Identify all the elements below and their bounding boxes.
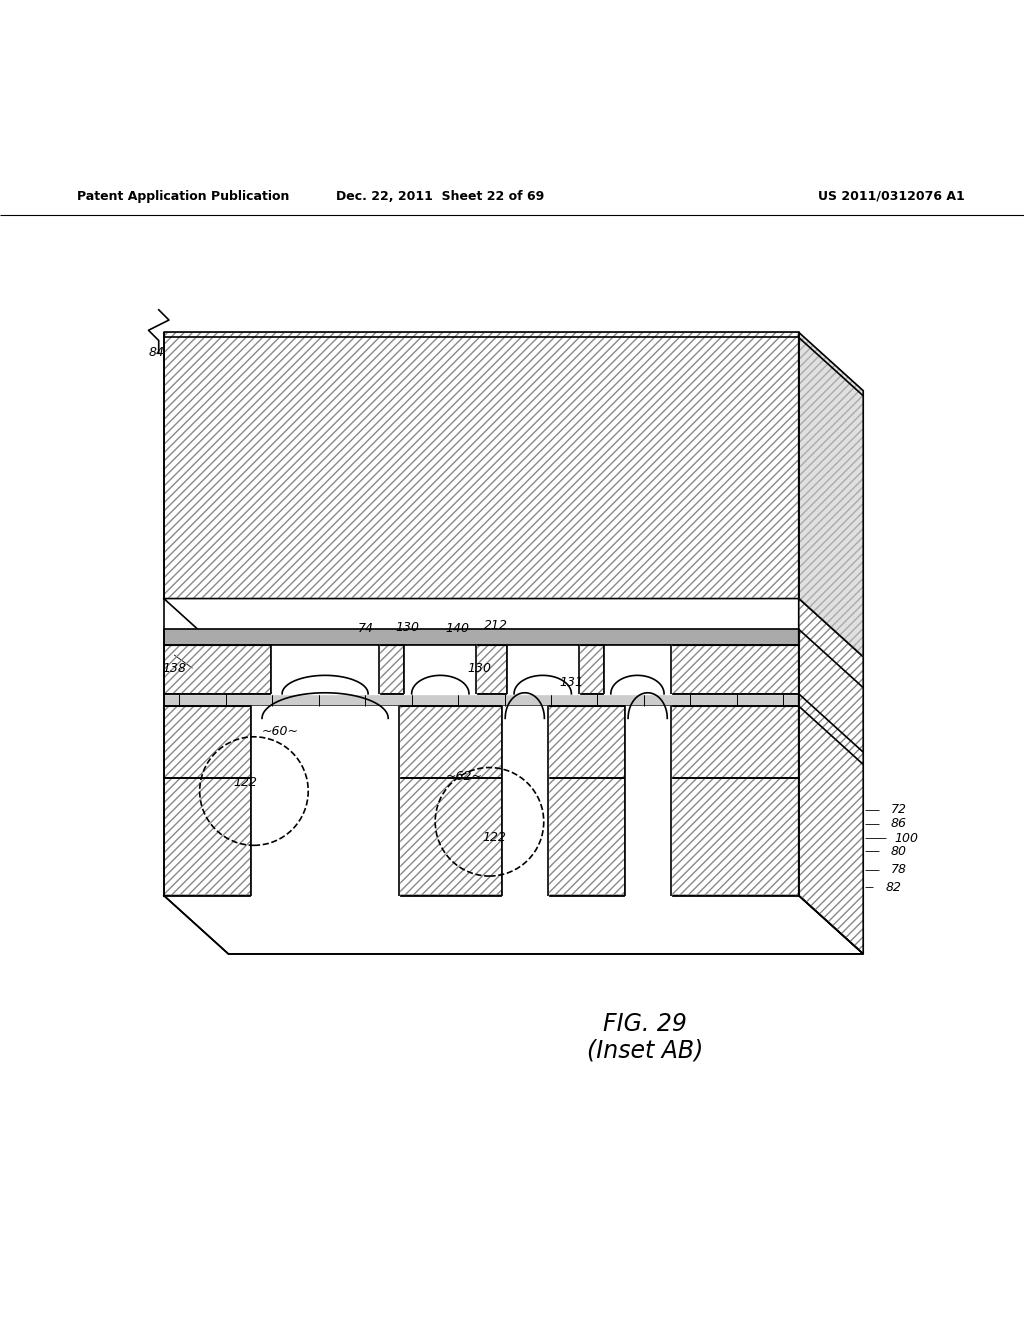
Text: 140: 140 <box>445 622 470 635</box>
Text: 122: 122 <box>482 830 507 843</box>
Text: 212: 212 <box>483 619 508 632</box>
Polygon shape <box>379 644 404 694</box>
Polygon shape <box>164 706 251 777</box>
Polygon shape <box>476 644 507 694</box>
Polygon shape <box>164 777 251 895</box>
Polygon shape <box>799 333 863 657</box>
Text: 130: 130 <box>395 620 420 634</box>
Text: 72: 72 <box>891 803 907 816</box>
Polygon shape <box>604 644 671 694</box>
Polygon shape <box>548 706 625 777</box>
Polygon shape <box>507 644 579 694</box>
Polygon shape <box>164 644 271 694</box>
Polygon shape <box>271 644 379 694</box>
Text: Dec. 22, 2011  Sheet 22 of 69: Dec. 22, 2011 Sheet 22 of 69 <box>336 190 545 203</box>
Text: ~60~: ~60~ <box>262 725 299 738</box>
Text: Patent Application Publication: Patent Application Publication <box>77 190 289 203</box>
Text: US 2011/0312076 A1: US 2011/0312076 A1 <box>817 190 965 203</box>
Polygon shape <box>399 777 502 895</box>
Polygon shape <box>579 644 604 694</box>
Text: ~62~: ~62~ <box>445 771 482 783</box>
Text: 78: 78 <box>891 863 907 876</box>
Polygon shape <box>404 644 476 694</box>
Polygon shape <box>164 630 799 644</box>
Text: 80: 80 <box>891 845 907 858</box>
Text: 84: 84 <box>148 346 165 359</box>
Polygon shape <box>671 777 799 895</box>
Text: (Inset AB): (Inset AB) <box>587 1039 703 1063</box>
Polygon shape <box>671 644 799 694</box>
Text: 82: 82 <box>886 880 902 894</box>
Text: 138: 138 <box>162 661 186 675</box>
Polygon shape <box>164 895 863 954</box>
Polygon shape <box>164 694 799 706</box>
Polygon shape <box>164 333 799 598</box>
Text: 131: 131 <box>559 676 584 689</box>
Polygon shape <box>502 777 548 895</box>
Polygon shape <box>625 777 671 895</box>
Text: 86: 86 <box>891 817 907 830</box>
Polygon shape <box>548 777 625 895</box>
Polygon shape <box>399 706 502 777</box>
Polygon shape <box>251 706 399 777</box>
Polygon shape <box>799 598 863 954</box>
Text: 130: 130 <box>467 661 492 675</box>
Polygon shape <box>251 777 399 895</box>
Polygon shape <box>164 598 863 657</box>
Text: 100: 100 <box>894 832 919 845</box>
Polygon shape <box>671 706 799 777</box>
Polygon shape <box>502 706 548 777</box>
Text: 74: 74 <box>357 622 374 635</box>
Text: FIG. 29: FIG. 29 <box>603 1011 687 1036</box>
Polygon shape <box>625 706 671 777</box>
Text: 122: 122 <box>233 776 258 789</box>
